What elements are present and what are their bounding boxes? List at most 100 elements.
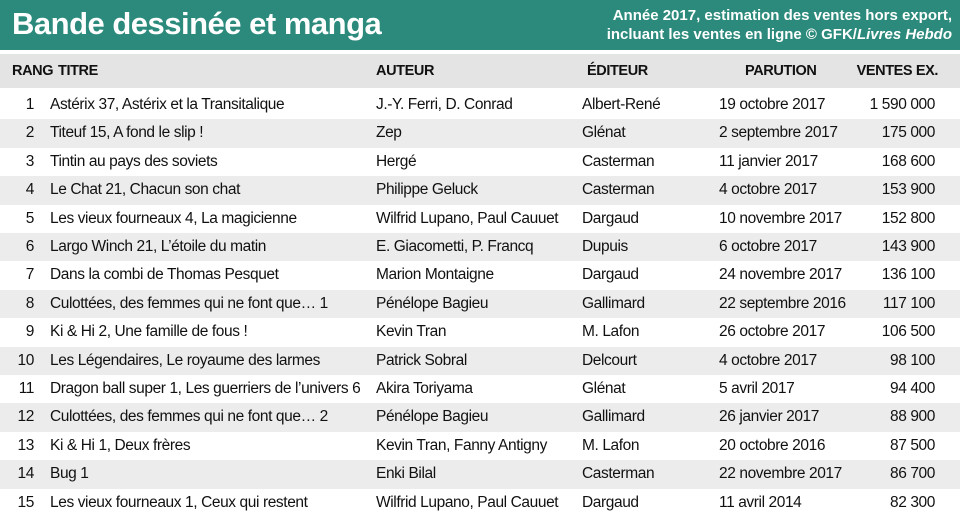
table-cell: 153 900 — [881, 181, 936, 199]
table-cell: Albert-René — [582, 96, 661, 113]
table-cell: Marion Montaigne — [376, 266, 494, 284]
table-cell: Glénat — [582, 124, 626, 142]
table-row: 15 Les vieux fourneaux 1, Ceux qui resten… — [0, 489, 960, 517]
table-cell: Wilfrid Lupano, Paul Cauuet — [376, 209, 559, 227]
table-row: 4 Le Chat 21, Chacun son chat Philippe Gel… — [0, 176, 960, 205]
table-cell: 106 500 — [881, 323, 936, 341]
table-cell: 1 — [25, 96, 35, 113]
table-cell: E. Giacometti, P. Francq — [376, 238, 534, 255]
table-cell: Les vieux fourneaux 1, Ceux qui restent — [50, 493, 308, 511]
table-cell: 88 900 — [889, 408, 935, 426]
table-cell: Casterman — [582, 152, 655, 170]
table-cell: Gallimard — [582, 294, 645, 312]
table-cell: 22 novembre 2017 — [719, 465, 842, 483]
table-cell: 10 novembre 2017 — [719, 209, 842, 227]
table-cell: 22 septembre 2016 — [719, 294, 846, 312]
table-cell: Les Légendaires, Le royaume des larmes — [50, 351, 320, 369]
table-cell: Kevin Tran — [376, 323, 447, 341]
table-cell: Wilfrid Lupano, Paul Cauuet — [376, 493, 559, 511]
table-cell: Les vieux fourneaux 4, La magicienne — [50, 209, 297, 227]
table-cell: 3 — [25, 152, 35, 170]
table-cell: 5 — [25, 209, 35, 227]
table-cell: Philippe Geluck — [376, 181, 478, 199]
table-cell: 10 — [17, 351, 35, 369]
table-cell: Kevin Tran, Fanny Antigny — [376, 436, 547, 454]
table-row: 1 Astérix 37, Astérix et la Transitalique… — [0, 91, 960, 119]
table-cell: M. Lafon — [582, 436, 640, 454]
table-cell: Dargaud — [582, 266, 639, 284]
table-cell: 8 — [25, 294, 35, 312]
table-cell: 4 octobre 2017 — [719, 351, 817, 369]
table-cell: Delcourt — [582, 351, 637, 369]
table-cell: 15 — [17, 493, 35, 511]
table-cell: 14 — [17, 465, 35, 483]
table-cell: 11 — [18, 380, 35, 397]
subtitle-text: incluant les ventes en ligne © GFK/ — [606, 26, 857, 43]
table-cell: Tintin au pays des soviets — [50, 152, 218, 170]
column-header: VENTES EX. — [856, 63, 939, 79]
table-cell: 87 500 — [889, 436, 935, 454]
table-row: 9 Ki & Hi 2, Une famille de fous ! Kevin T… — [0, 318, 960, 346]
table-cell: Gallimard — [582, 408, 645, 426]
table-cell: 20 octobre 2016 — [719, 436, 826, 454]
table-cell: 11 janvier 2017 — [719, 152, 818, 170]
table-row: 14 Bug 1 Enki Bilal Casterman 22 novembre 20… — [0, 460, 960, 489]
table-cell: Glénat — [582, 380, 626, 397]
subtitle: Année 2017, estimation des ventes hors e… — [607, 6, 952, 44]
table-cell: Culottées, des femmes qui ne font que… 2 — [50, 408, 328, 426]
table-cell: Le Chat 21, Chacun son chat — [50, 181, 240, 199]
table-cell: Enki Bilal — [376, 465, 436, 483]
table-cell: Casterman — [582, 465, 655, 483]
table-cell: 98 100 — [889, 351, 935, 369]
table-cell: 143 900 — [881, 238, 936, 255]
table-cell: 26 janvier 2017 — [719, 408, 819, 426]
table-cell: 2 — [25, 124, 35, 142]
table-cell: 152 800 — [881, 209, 936, 227]
table-row: 7 Dans la combi de Thomas Pesquet Marion M… — [0, 261, 960, 289]
column-header: AUTEUR — [376, 63, 435, 79]
subtitle-source: Livres Hebdo — [856, 26, 952, 43]
table-cell: 2 septembre 2017 — [719, 124, 838, 142]
table-cell: Zep — [376, 124, 402, 142]
table-cell: 86 700 — [889, 465, 935, 483]
table-cell: Patrick Sobral — [376, 351, 467, 369]
table-cell: Casterman — [582, 181, 655, 199]
table-cell: 9 — [25, 323, 35, 341]
table-row: 11 Dragon ball super 1, Les guerriers de … — [0, 375, 960, 403]
table-cell: Astérix 37, Astérix et la Transitalique — [50, 96, 285, 113]
column-header: TITRE — [58, 63, 98, 79]
table-cell: 11 avril 2014 — [719, 493, 802, 511]
table-cell: Dupuis — [582, 238, 628, 255]
table-cell: 117 100 — [882, 294, 935, 312]
table-cell: Pénélope Bagieu — [376, 408, 489, 426]
table-cell: M. Lafon — [582, 323, 640, 341]
table-row: 5 Les vieux fourneaux 4, La magicienne Wil… — [0, 205, 960, 233]
subtitle-line: Année 2017, estimation des ventes hors e… — [612, 7, 952, 24]
table-cell: Bug 1 — [50, 465, 89, 483]
table-cell: Ki & Hi 1, Deux frères — [50, 436, 191, 454]
table-cell: 6 octobre 2017 — [719, 238, 817, 255]
table-cell: Dargaud — [582, 493, 639, 511]
table-cell: Akira Toriyama — [376, 380, 473, 397]
table-cell: Largo Winch 21, L’étoile du matin — [50, 238, 266, 255]
table-cell: 19 octobre 2017 — [719, 96, 826, 113]
table-cell: 4 octobre 2017 — [719, 181, 817, 199]
table-cell: 168 600 — [881, 152, 936, 170]
table-cell: 13 — [17, 436, 35, 454]
table-row: 3 Tintin au pays des soviets Hergé Casterma… — [0, 148, 960, 176]
table-cell: Pénélope Bagieu — [376, 294, 489, 312]
table-cell: Dragon ball super 1, Les guerriers de l’… — [50, 380, 361, 397]
table-cell: 1 590 000 — [869, 96, 936, 113]
title: Bande dessinée et manga — [12, 6, 382, 41]
table-cell: Culottées, des femmes qui ne font que… 1 — [50, 294, 328, 312]
table-cell: Titeuf 15, A fond le slip ! — [50, 124, 204, 142]
table-row: 10 Les Légendaires, Le royaume des larmes… — [0, 346, 960, 375]
table-cell: 6 — [25, 238, 35, 255]
table-row: 2 Titeuf 15, A fond le slip ! Zep Glénat 2 s… — [0, 119, 960, 148]
table-cell: 7 — [25, 266, 35, 284]
table-cell: Dargaud — [582, 209, 639, 227]
header-row: RANG TITRE AUTEUR ÉDITEUR PARUTION VENTES EX. — [0, 54, 960, 88]
table-cell: 136 100 — [881, 266, 936, 284]
table-cell: 4 — [25, 181, 35, 199]
